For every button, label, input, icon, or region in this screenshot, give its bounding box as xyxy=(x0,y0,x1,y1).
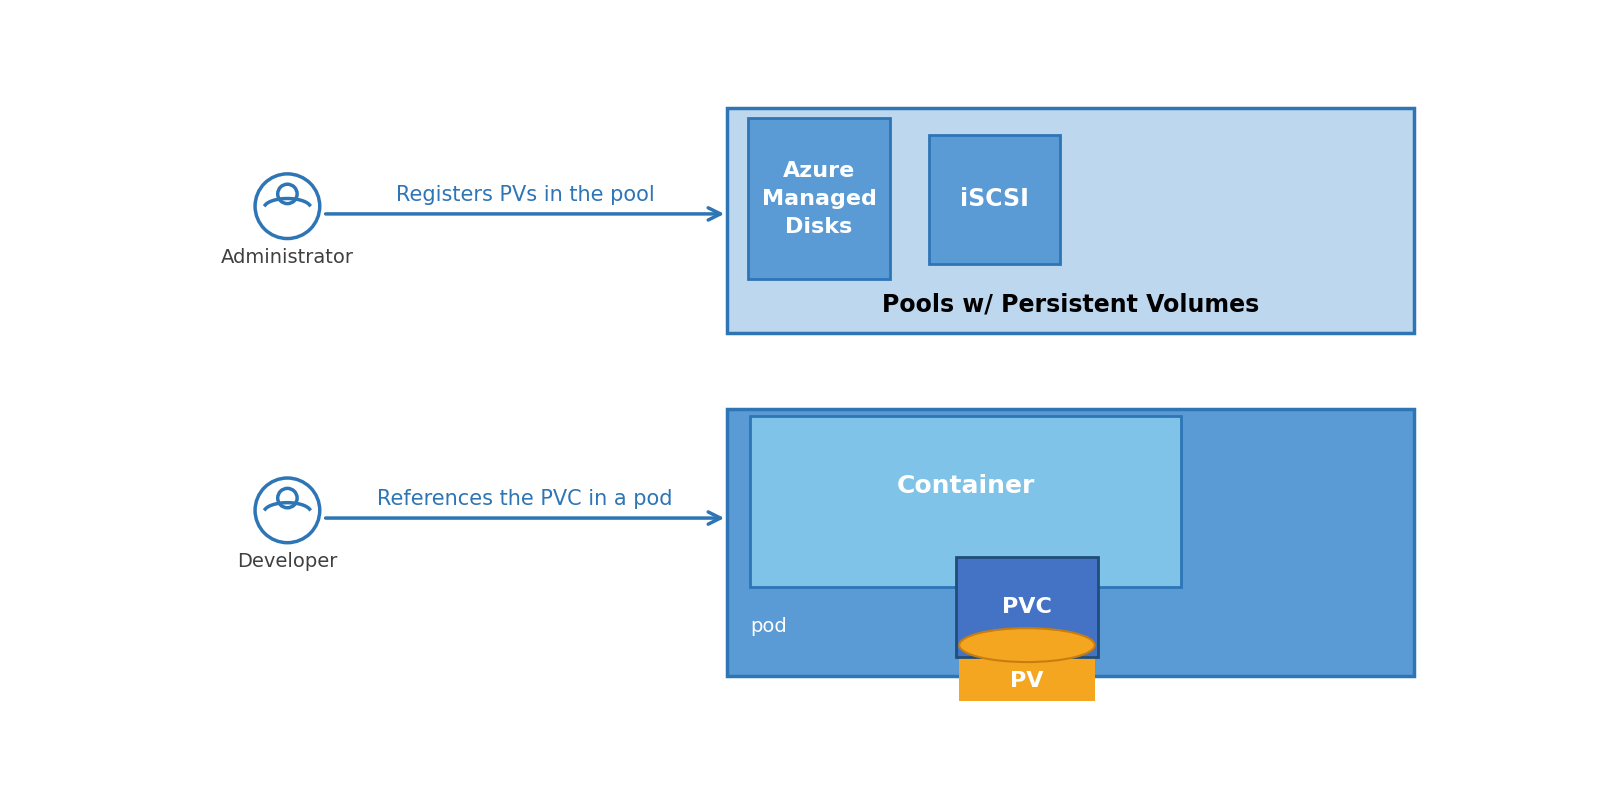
Text: Azure
Managed
Disks: Azure Managed Disks xyxy=(762,161,876,236)
Text: Administrator: Administrator xyxy=(220,247,354,267)
FancyBboxPatch shape xyxy=(955,556,1098,656)
Text: Developer: Developer xyxy=(238,552,337,571)
FancyBboxPatch shape xyxy=(726,109,1413,333)
Text: Registers PVs in the pool: Registers PVs in the pool xyxy=(395,184,654,205)
Text: pod: pod xyxy=(750,617,786,636)
FancyBboxPatch shape xyxy=(929,135,1059,264)
FancyBboxPatch shape xyxy=(959,645,1094,746)
FancyBboxPatch shape xyxy=(750,416,1181,587)
Text: Container: Container xyxy=(897,474,1035,499)
Text: Pools w/ Persistent Volumes: Pools w/ Persistent Volumes xyxy=(881,292,1258,316)
Text: References the PVC in a pod: References the PVC in a pod xyxy=(378,489,672,509)
Text: PVC: PVC xyxy=(1001,597,1051,616)
Text: PV: PV xyxy=(1009,671,1043,691)
Ellipse shape xyxy=(959,729,1094,763)
FancyBboxPatch shape xyxy=(747,117,890,280)
Text: iSCSI: iSCSI xyxy=(959,188,1028,211)
Ellipse shape xyxy=(959,628,1094,662)
FancyBboxPatch shape xyxy=(726,409,1413,676)
